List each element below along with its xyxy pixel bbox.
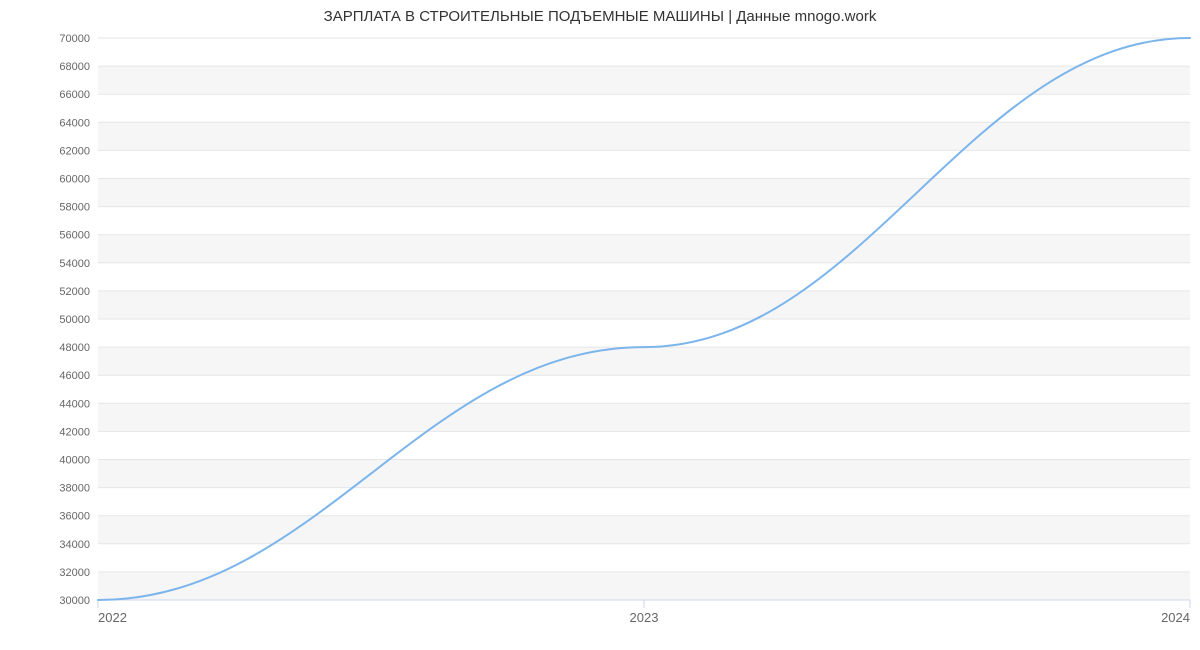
y-tick-label: 66000: [59, 89, 90, 101]
chart-plot-area: 30000 32000 34000 36000 38000 40000 42000 44000…: [0, 0, 1200, 650]
x-tick-label: 2022: [98, 610, 127, 625]
y-tick-label: 56000: [59, 230, 90, 242]
y-tick-label: 32000: [59, 567, 90, 579]
y-tick-label: 54000: [59, 258, 90, 270]
y-tick-label: 50000: [59, 314, 90, 326]
y-tick-label: 38000: [59, 483, 90, 495]
y-tick-label: 46000: [59, 370, 90, 382]
salary-line-chart: ЗАРПЛАТА В СТРОИТЕЛЬНЫЕ ПОДЪЕМНЫЕ МАШИНЫ…: [0, 0, 1200, 650]
y-tick-label: 68000: [59, 61, 90, 73]
y-tick-label: 30000: [59, 595, 90, 607]
y-tick-label: 70000: [59, 33, 90, 45]
y-tick-label: 44000: [59, 398, 90, 410]
y-tick-label: 36000: [59, 511, 90, 523]
y-tick-label: 42000: [59, 426, 90, 438]
y-tick-label: 40000: [59, 455, 90, 467]
y-tick-label: 48000: [59, 342, 90, 354]
y-tick-label: 60000: [59, 174, 90, 186]
y-tick-label: 62000: [59, 145, 90, 157]
chart-title: ЗАРПЛАТА В СТРОИТЕЛЬНЫЕ ПОДЪЕМНЫЕ МАШИНЫ…: [0, 8, 1200, 25]
y-tick-label: 58000: [59, 202, 90, 214]
x-tick-label: 2024: [1161, 610, 1190, 625]
y-tick-label: 52000: [59, 286, 90, 298]
y-tick-label: 64000: [59, 117, 90, 129]
x-tick-label: 2023: [630, 610, 659, 625]
y-tick-label: 34000: [59, 539, 90, 551]
